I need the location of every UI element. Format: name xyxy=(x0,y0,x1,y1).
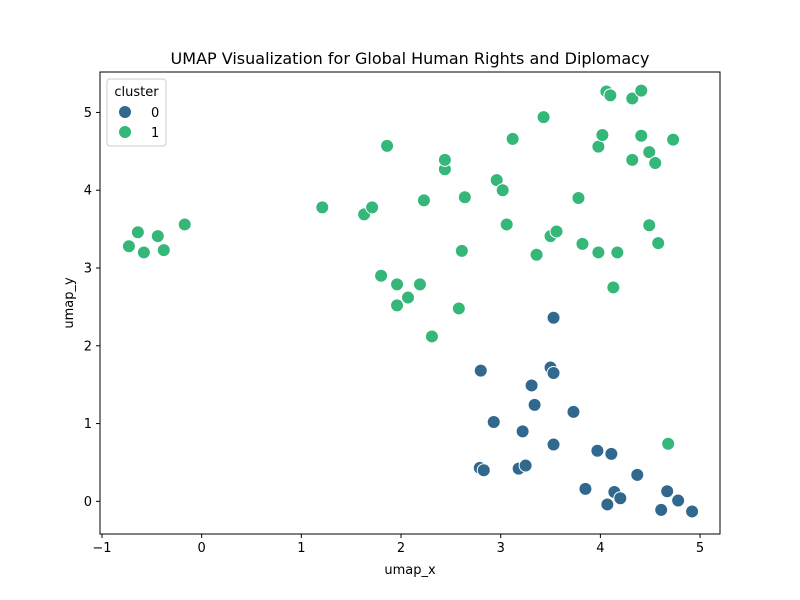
point-cluster-1-41 xyxy=(634,128,649,143)
legend-marker-cluster-1 xyxy=(118,125,132,139)
legend-title: cluster xyxy=(114,85,159,100)
point-cluster-1-38 xyxy=(610,245,625,260)
point-cluster-0-10 xyxy=(590,443,605,458)
point-cluster-1-6 xyxy=(315,200,330,215)
point-cluster-0-21 xyxy=(671,493,686,508)
y-tick-label: 0 xyxy=(84,495,92,510)
legend-label-cluster-1: 1 xyxy=(151,126,159,141)
point-cluster-1-48 xyxy=(666,132,681,147)
point-cluster-1-15 xyxy=(416,193,431,208)
point-cluster-1-14 xyxy=(412,277,427,292)
point-cluster-0-8 xyxy=(515,424,530,439)
point-cluster-1-30 xyxy=(571,191,586,205)
point-cluster-1-16 xyxy=(424,329,439,344)
point-cluster-1-4 xyxy=(156,243,171,258)
points-layer xyxy=(121,83,700,519)
point-cluster-1-10 xyxy=(374,268,389,283)
point-cluster-0-6 xyxy=(566,404,581,419)
point-cluster-1-13 xyxy=(401,290,416,305)
point-cluster-1-40 xyxy=(625,91,640,106)
point-cluster-1-0 xyxy=(121,239,136,254)
point-cluster-1-11 xyxy=(390,277,405,292)
x-tick-label: −1 xyxy=(92,541,111,556)
point-cluster-1-44 xyxy=(642,218,657,233)
point-cluster-0-19 xyxy=(613,491,628,506)
y-tick-label: 4 xyxy=(84,184,92,199)
point-cluster-1-3 xyxy=(150,229,165,244)
point-cluster-0-20 xyxy=(660,484,675,499)
point-cluster-1-47 xyxy=(661,436,676,451)
y-tick-label: 2 xyxy=(84,339,92,354)
point-cluster-1-20 xyxy=(454,243,469,258)
point-cluster-0-15 xyxy=(518,458,533,473)
point-cluster-1-36 xyxy=(603,88,618,103)
legend: cluster 0 1 xyxy=(106,78,167,147)
point-cluster-0-22 xyxy=(600,497,615,512)
point-cluster-1-18 xyxy=(437,152,452,167)
legend-label-cluster-0: 0 xyxy=(151,106,159,121)
point-cluster-1-34 xyxy=(595,128,610,142)
point-cluster-1-23 xyxy=(495,183,510,198)
point-cluster-1-21 xyxy=(457,190,472,205)
point-cluster-0-24 xyxy=(685,504,700,519)
point-cluster-1-42 xyxy=(634,83,649,98)
point-cluster-1-25 xyxy=(505,131,520,146)
point-cluster-1-45 xyxy=(648,156,663,170)
point-cluster-1-9 xyxy=(380,138,395,153)
x-tick-label: 5 xyxy=(696,541,704,556)
y-axis: 0 1 2 3 4 5 xyxy=(84,106,100,510)
legend-marker-cluster-0 xyxy=(118,105,132,119)
x-tick-label: 0 xyxy=(198,541,206,556)
point-cluster-0-7 xyxy=(486,415,501,429)
y-tick-label: 5 xyxy=(84,106,92,121)
y-axis-label: umap_y xyxy=(62,277,77,329)
x-tick-label: 4 xyxy=(596,541,604,556)
point-cluster-1-33 xyxy=(591,139,606,154)
point-cluster-1-39 xyxy=(625,152,640,167)
point-cluster-1-31 xyxy=(575,236,590,251)
point-cluster-0-1 xyxy=(473,363,488,378)
y-tick-label: 3 xyxy=(84,262,92,277)
point-cluster-0-23 xyxy=(654,502,669,517)
x-axis: −1 0 1 2 3 4 5 xyxy=(92,534,704,556)
point-cluster-1-46 xyxy=(651,236,666,251)
point-cluster-0-0 xyxy=(546,310,561,325)
point-cluster-0-4 xyxy=(524,378,539,393)
point-cluster-1-12 xyxy=(390,298,405,313)
point-cluster-1-1 xyxy=(130,225,145,240)
point-cluster-0-11 xyxy=(604,446,619,461)
point-cluster-1-32 xyxy=(591,245,606,260)
point-cluster-0-13 xyxy=(476,463,491,478)
plot-frame xyxy=(99,71,721,535)
point-cluster-1-27 xyxy=(536,110,551,125)
x-axis-label: umap_x xyxy=(384,563,436,578)
point-cluster-1-37 xyxy=(606,280,621,295)
y-tick-label: 1 xyxy=(84,417,92,432)
point-cluster-0-5 xyxy=(527,397,542,412)
x-tick-label: 2 xyxy=(397,541,405,556)
point-cluster-0-17 xyxy=(578,481,593,496)
point-cluster-1-43 xyxy=(642,145,657,160)
point-cluster-1-5 xyxy=(177,217,192,232)
chart-title: UMAP Visualization for Global Human Righ… xyxy=(171,49,650,68)
point-cluster-1-8 xyxy=(365,200,380,215)
x-tick-label: 1 xyxy=(297,541,305,556)
point-cluster-0-9 xyxy=(546,437,561,452)
point-cluster-1-2 xyxy=(136,245,151,260)
point-cluster-0-16 xyxy=(630,467,645,482)
point-cluster-1-24 xyxy=(499,217,514,232)
x-tick-label: 3 xyxy=(497,541,505,556)
point-cluster-1-19 xyxy=(451,301,466,316)
point-cluster-1-29 xyxy=(549,224,564,239)
point-cluster-0-3 xyxy=(546,366,561,380)
point-cluster-1-26 xyxy=(529,247,544,262)
